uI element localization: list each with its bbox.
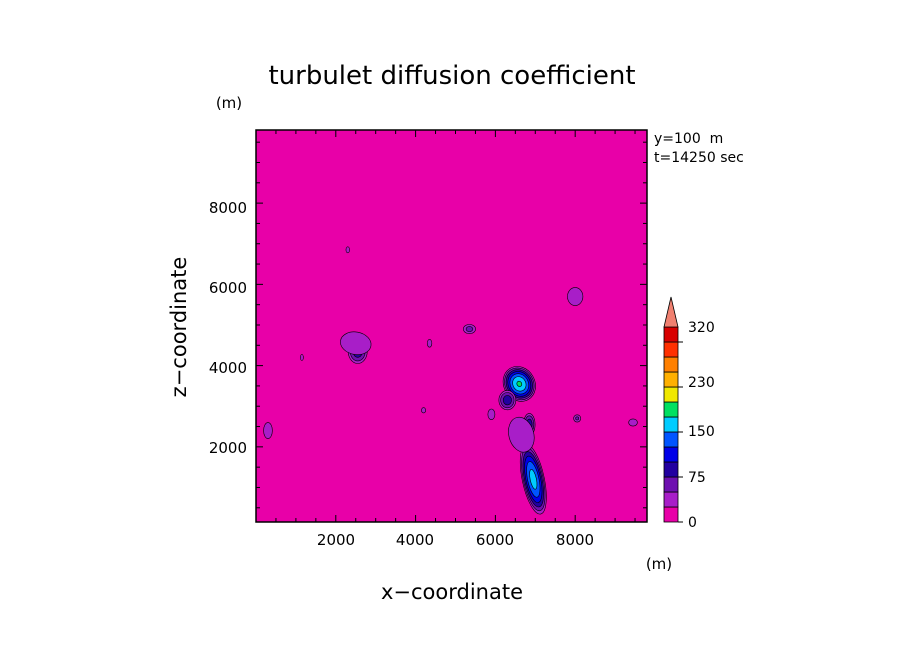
y-tick-label: 8000 — [209, 199, 247, 217]
contour-feature — [421, 407, 426, 414]
contour-feature — [487, 408, 496, 421]
contour-feature — [426, 339, 433, 348]
annotation-time: t=14250 sec — [654, 150, 744, 166]
contour-band — [465, 326, 474, 332]
y-tick-label: 2000 — [209, 439, 247, 457]
colorbar-segment — [663, 446, 679, 463]
contour-band — [263, 422, 273, 439]
contour-field — [256, 130, 647, 522]
contour-band — [529, 469, 538, 490]
y-axis-label: z−coordinate — [167, 257, 191, 398]
contour-band — [575, 416, 580, 421]
x-tick-label: 6000 — [476, 531, 514, 549]
colorbar-tick-label: 0 — [688, 515, 697, 531]
contour-band — [426, 339, 433, 348]
colorbar-segment — [663, 476, 679, 493]
colorbar-tick-label: 75 — [688, 470, 706, 486]
contour-band — [345, 246, 350, 254]
contour-band — [421, 407, 426, 414]
y-unit-label: (m) — [216, 94, 242, 112]
colorbar-tick-label: 230 — [688, 375, 715, 391]
x-tick-label: 8000 — [556, 531, 594, 549]
contour-band — [567, 287, 584, 306]
contour-feature — [508, 416, 535, 453]
x-tick-label: 4000 — [396, 531, 434, 549]
colorbar-segment — [663, 461, 679, 478]
colorbar-segment — [663, 416, 679, 433]
contour-feature — [263, 422, 273, 439]
contour-band — [628, 418, 638, 427]
contour-feature — [345, 246, 350, 254]
colorbar-extend-arrow — [663, 296, 679, 328]
x-axis-label: x−coordinate — [381, 580, 523, 604]
contour-feature — [567, 287, 584, 306]
contour-feature — [519, 444, 547, 515]
contour-band — [508, 416, 535, 453]
contour-band — [487, 408, 496, 421]
colorbar-segment — [663, 341, 679, 358]
plot-frame — [255, 129, 648, 523]
colorbar-segment — [663, 386, 679, 403]
field-background — [256, 130, 647, 522]
contour-feature — [463, 324, 476, 335]
contour-band — [340, 331, 372, 355]
x-tick-label: 2000 — [317, 531, 355, 549]
contour-band — [300, 354, 304, 361]
colorbar-tick-label: 150 — [688, 424, 715, 440]
y-tick-label: 4000 — [209, 359, 247, 377]
colorbar-segment — [663, 326, 679, 343]
contour-feature — [340, 331, 372, 355]
colorbar-segment — [663, 491, 679, 508]
contour-feature — [498, 390, 517, 411]
colorbar-segment — [663, 371, 679, 388]
colorbar-segment — [663, 356, 679, 373]
colorbar-segment — [663, 401, 679, 418]
contour-feature — [300, 354, 304, 361]
contour-band — [516, 380, 523, 387]
contour-feature — [573, 414, 582, 423]
contour-band — [502, 395, 512, 406]
contour-features — [263, 246, 638, 515]
colorbar-segment — [663, 506, 679, 523]
axis-ticks — [256, 130, 647, 522]
x-unit-label: (m) — [646, 555, 672, 573]
colorbar — [663, 296, 683, 523]
colorbar-tick-label: 320 — [688, 320, 715, 336]
colorbar-segment — [663, 431, 679, 448]
chart-title: turbulet diffusion coefficient — [268, 61, 635, 91]
contour-feature — [628, 418, 638, 427]
y-tick-label: 6000 — [209, 279, 247, 297]
annotation-y: y=100 m — [654, 131, 723, 147]
